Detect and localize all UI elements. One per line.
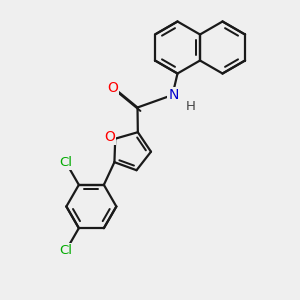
Text: O: O: [104, 130, 115, 144]
Text: Cl: Cl: [59, 244, 72, 257]
Text: H: H: [186, 100, 196, 112]
Text: N: N: [168, 88, 179, 102]
Text: O: O: [108, 81, 118, 95]
Text: Cl: Cl: [59, 156, 72, 169]
